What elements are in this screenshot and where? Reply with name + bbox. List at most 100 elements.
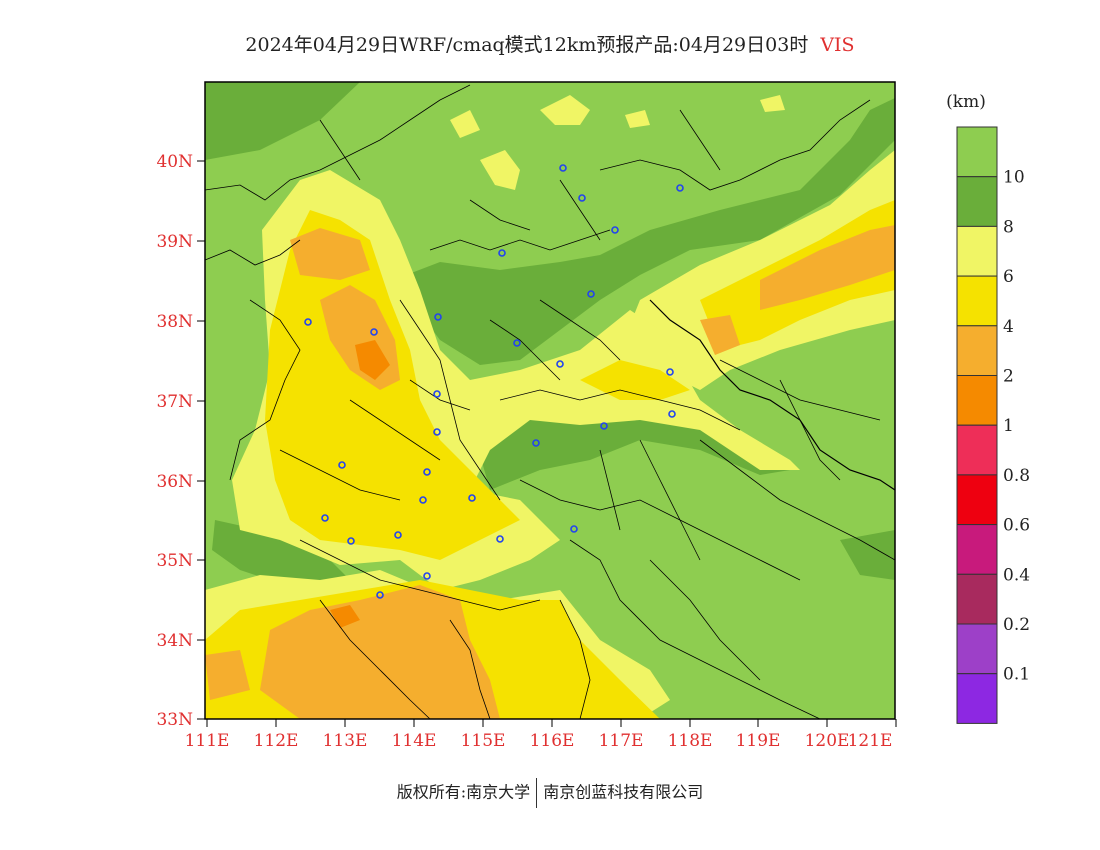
coastline — [649, 299, 896, 491]
legend-labels: 10 8 6 4 2 1 0.8 0.6 0.4 0.2 0.1 — [1003, 168, 1030, 685]
lat-label: 37N — [156, 392, 193, 412]
legend-swatch — [956, 325, 998, 376]
lon-label: 116E — [530, 731, 575, 751]
lat-label: 38N — [156, 312, 193, 332]
station-marker — [347, 537, 355, 545]
station-marker — [434, 313, 442, 321]
lat-label: 35N — [156, 551, 193, 571]
legend-swatch — [956, 474, 998, 526]
lon-label: 117E — [599, 731, 644, 751]
pale-yellow-patch — [760, 95, 785, 112]
station-marker — [556, 360, 564, 368]
legend-swatch — [956, 524, 998, 575]
station-marker — [376, 591, 384, 599]
lon-label: 121E — [848, 731, 893, 751]
lat-labels: 40N 39N 38N 37N 36N 35N 34N 33N — [156, 152, 193, 730]
legend-label: 1 — [1003, 416, 1014, 436]
copyright-text: 版权所有:南京大学 — [396, 782, 531, 802]
legend-swatch — [956, 573, 998, 625]
legend-label: 0.1 — [1003, 665, 1030, 685]
lon-label: 119E — [736, 731, 781, 751]
lat-label: 33N — [156, 710, 193, 730]
lat-label: 36N — [156, 472, 193, 492]
pale-yellow-region — [620, 150, 895, 390]
station-marker — [676, 184, 684, 192]
station-marker — [394, 531, 402, 539]
station-marker — [532, 439, 540, 447]
orange-region — [700, 315, 740, 355]
lon-label: 111E — [185, 731, 230, 751]
station-marker — [338, 461, 346, 469]
lat-label: 39N — [156, 232, 193, 252]
legend-label: 0.6 — [1003, 516, 1030, 536]
legend-swatch — [956, 126, 998, 178]
dark-green-region — [212, 520, 350, 590]
station-marker — [587, 290, 595, 298]
deep-orange-region — [355, 340, 390, 380]
legend-unit: (km) — [946, 92, 986, 112]
dark-green-region — [380, 98, 895, 365]
pale-yellow-patch — [540, 95, 590, 125]
station-marker — [496, 535, 504, 543]
lon-label: 120E — [805, 731, 850, 751]
legend: (km) 10 8 6 4 2 1 0.8 0.6 0.4 0.2 0.1 — [946, 92, 1030, 724]
station-marker — [513, 339, 521, 347]
lon-labels: 111E 112E 113E 114E 115E 116E 117E 118E … — [185, 731, 893, 751]
station-marker — [433, 390, 441, 398]
legend-label: 2 — [1003, 367, 1014, 387]
legend-label: 6 — [1003, 267, 1014, 287]
dark-green-region — [840, 530, 895, 580]
station-marker — [611, 226, 619, 234]
lon-label: 112E — [254, 731, 299, 751]
lon-label: 113E — [323, 731, 368, 751]
lat-label: 34N — [156, 631, 193, 651]
station-marker — [423, 468, 431, 476]
station-marker — [666, 368, 674, 376]
legend-label: 4 — [1003, 317, 1014, 337]
station-marker — [578, 194, 586, 202]
dark-green-region — [205, 82, 360, 160]
legend-label: 0.8 — [1003, 466, 1030, 486]
legend-swatch — [956, 623, 998, 675]
station-marker — [419, 496, 427, 504]
lon-label: 115E — [461, 731, 506, 751]
station-marker — [370, 328, 378, 336]
lon-axis — [206, 719, 897, 727]
legend-label: 10 — [1003, 168, 1025, 188]
legend-swatch — [956, 225, 998, 277]
variable-label: VIS — [820, 34, 855, 56]
legend-swatch — [956, 176, 998, 227]
station-marker — [600, 422, 608, 430]
map-title: 2024年04月29日WRF/cmaq模式12km预报产品:04月29日03时 V… — [0, 30, 1100, 57]
yellow-region — [580, 360, 690, 400]
station-marker — [468, 494, 476, 502]
legend-label: 0.2 — [1003, 615, 1030, 635]
map-panel — [204, 81, 896, 720]
station-marker — [559, 164, 567, 172]
boundary-lines — [204, 84, 896, 720]
station-marker — [423, 572, 431, 580]
station-marker — [668, 410, 676, 418]
pale-yellow-patch — [450, 110, 480, 138]
legend-swatch — [956, 375, 998, 426]
orange-region — [290, 228, 370, 280]
station-marker — [321, 514, 329, 522]
legend-label: 8 — [1003, 217, 1014, 237]
lon-label: 114E — [392, 731, 437, 751]
lat-axis — [197, 160, 205, 720]
legend-label: 0.4 — [1003, 565, 1030, 585]
station-marker — [570, 525, 578, 533]
company-text: 南京创蓝科技有限公司 — [543, 782, 704, 802]
footer-divider — [536, 778, 538, 808]
legend-swatches — [956, 126, 998, 724]
legend-swatch — [956, 424, 998, 476]
title-text: 2024年04月29日WRF/cmaq模式12km预报产品:04月29日03时 — [245, 34, 809, 56]
legend-swatch — [956, 275, 998, 327]
station-markers — [304, 164, 684, 599]
legend-swatch — [956, 673, 998, 724]
pale-yellow-patch — [625, 110, 650, 128]
station-marker — [498, 249, 506, 257]
station-marker — [433, 428, 441, 436]
pale-yellow-patch — [480, 150, 520, 190]
